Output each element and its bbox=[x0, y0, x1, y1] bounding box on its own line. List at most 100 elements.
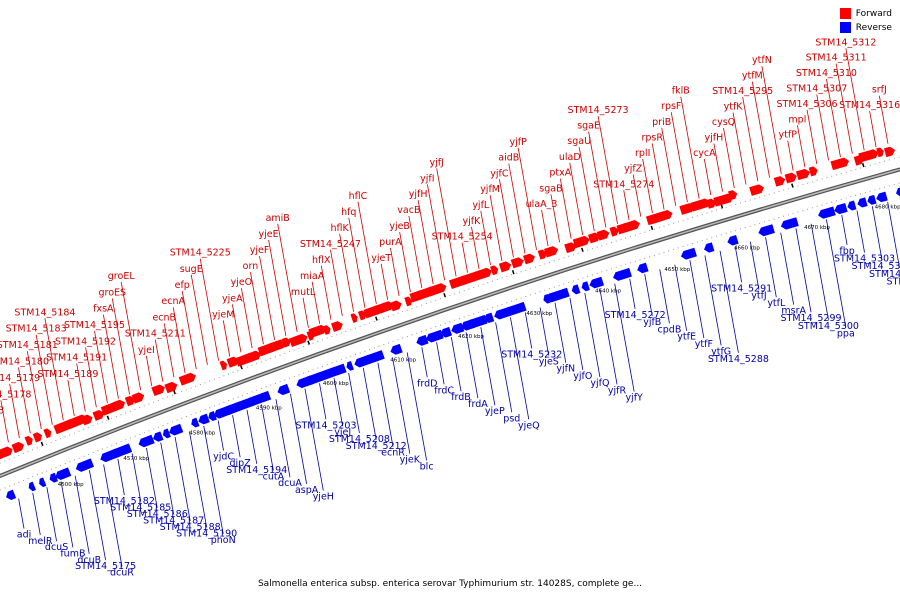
gene-label: cutA bbox=[263, 471, 285, 482]
gene-leader-line bbox=[508, 163, 526, 254]
gene-label: melR bbox=[28, 536, 53, 547]
gene-leader-line bbox=[217, 420, 224, 451]
gene-leader-line bbox=[408, 216, 423, 289]
gene-label: priB bbox=[652, 117, 671, 128]
gene-arrow bbox=[510, 257, 524, 269]
gene-leader-line bbox=[765, 237, 777, 298]
gene-leader-line bbox=[703, 159, 712, 196]
gene-label: yjeT bbox=[371, 253, 391, 264]
gene-arrow bbox=[690, 198, 711, 212]
gene-leader-line bbox=[174, 436, 191, 521]
gene-label: STM14_5254 bbox=[432, 232, 493, 243]
kbp-tick-mark bbox=[173, 390, 176, 395]
gene-arrow bbox=[427, 283, 447, 297]
kbp-tick-mark bbox=[581, 247, 584, 252]
gene-label: hfq bbox=[341, 207, 356, 218]
gene-arrow bbox=[596, 229, 610, 241]
gene-label: yjeO bbox=[231, 277, 253, 288]
gene-arrow bbox=[138, 434, 155, 448]
gene-leader-line bbox=[102, 314, 119, 399]
gene-leader-line bbox=[145, 355, 153, 386]
gene-label: dcuS bbox=[45, 542, 68, 553]
gene-leader-line bbox=[689, 259, 705, 339]
gene-label: fumB bbox=[60, 548, 85, 559]
gene-label: STM14_5288 bbox=[708, 354, 769, 365]
gene-leader-line bbox=[629, 278, 636, 309]
gene-arrow bbox=[471, 267, 492, 282]
gene-leader-line bbox=[597, 115, 618, 224]
gene-label: hflC bbox=[349, 191, 368, 202]
gene-leader-line bbox=[845, 48, 865, 151]
gene-label: ecnB bbox=[152, 312, 176, 323]
gene-leader-line bbox=[146, 447, 158, 508]
gene-arrow bbox=[55, 467, 72, 481]
gene-leader-line bbox=[320, 265, 332, 320]
kbp-tick-label: 4660 kbp bbox=[734, 246, 760, 252]
gene-leader-line bbox=[377, 362, 394, 447]
forward-genes bbox=[0, 146, 896, 462]
gene-leader-line bbox=[231, 304, 242, 353]
gene-arrow bbox=[131, 392, 145, 404]
gene-leader-line bbox=[390, 247, 400, 297]
gene-label: STM14_5300 bbox=[798, 321, 859, 332]
gene-leader-line bbox=[661, 127, 677, 206]
gene-label: yjfP bbox=[509, 137, 527, 148]
gene-leader-line bbox=[275, 399, 291, 478]
legend-item-reverse: Reverse bbox=[839, 22, 892, 33]
gene-leader-line bbox=[330, 249, 343, 316]
kbp-tick-label: 4570 kbp bbox=[123, 456, 149, 462]
gene-leader-line bbox=[510, 317, 530, 420]
gene-label: dcuR bbox=[110, 568, 134, 579]
gene-arrow bbox=[559, 287, 570, 299]
gene-leader-line bbox=[541, 210, 549, 247]
gene-leader-line bbox=[704, 255, 722, 346]
gene-arrow bbox=[498, 261, 512, 273]
kbp-tick-mark bbox=[861, 163, 865, 168]
gene-leader-line bbox=[76, 363, 86, 412]
gene-arrow bbox=[162, 428, 171, 439]
gene-label: yjfH bbox=[705, 133, 724, 144]
gene-arrow bbox=[357, 310, 367, 321]
gene-arrow bbox=[505, 302, 524, 316]
gene-label: ytfP bbox=[779, 130, 798, 141]
gene-leader-line bbox=[35, 334, 53, 425]
gene-arrow bbox=[331, 321, 343, 332]
gene-label: ytfL bbox=[767, 298, 786, 309]
gene-arrow bbox=[876, 191, 888, 203]
gene-label: yjeA bbox=[222, 293, 243, 304]
gene-arrow bbox=[178, 372, 196, 386]
gene-leader-line bbox=[670, 112, 688, 203]
gene-label: STM14_5305 bbox=[852, 261, 900, 272]
gene-label: aidB bbox=[498, 153, 519, 164]
kbp-tick-mark bbox=[443, 293, 446, 298]
gene-arrow bbox=[609, 226, 619, 237]
gene-arrow bbox=[288, 333, 308, 348]
gene-label: STM14_5306 bbox=[777, 99, 838, 110]
gene-leader-line bbox=[723, 128, 735, 189]
gene-leader-line bbox=[181, 290, 197, 370]
gene-leader-line bbox=[240, 288, 253, 349]
gene-leader-line bbox=[869, 110, 877, 148]
gene-label: psd bbox=[503, 413, 520, 424]
gene-label: msrA bbox=[781, 306, 806, 317]
gene-label: yjfB bbox=[643, 317, 661, 328]
gene-arrow bbox=[830, 157, 850, 171]
gene-label: ytfK bbox=[724, 102, 744, 113]
gene-label: hflX bbox=[312, 255, 331, 266]
gene-arrow bbox=[120, 443, 133, 455]
gene-arrow bbox=[151, 384, 165, 397]
gene-label: yjfR bbox=[608, 385, 627, 396]
gene-label: STM14_5186 bbox=[127, 509, 188, 520]
gene-leader-line bbox=[826, 79, 841, 158]
gene-arrow bbox=[124, 395, 135, 407]
gene-arrow bbox=[858, 149, 879, 163]
gene-label: yjeI bbox=[138, 345, 155, 356]
gene-leader-line bbox=[290, 393, 308, 484]
gene-leader-line bbox=[199, 258, 219, 361]
gene-label: yjeE bbox=[259, 229, 279, 240]
gene-label: dcuA bbox=[278, 478, 302, 489]
gene-label: STM14_5303 bbox=[834, 254, 895, 265]
gene-leader-line bbox=[584, 292, 601, 378]
gene-leader-line bbox=[189, 431, 208, 528]
